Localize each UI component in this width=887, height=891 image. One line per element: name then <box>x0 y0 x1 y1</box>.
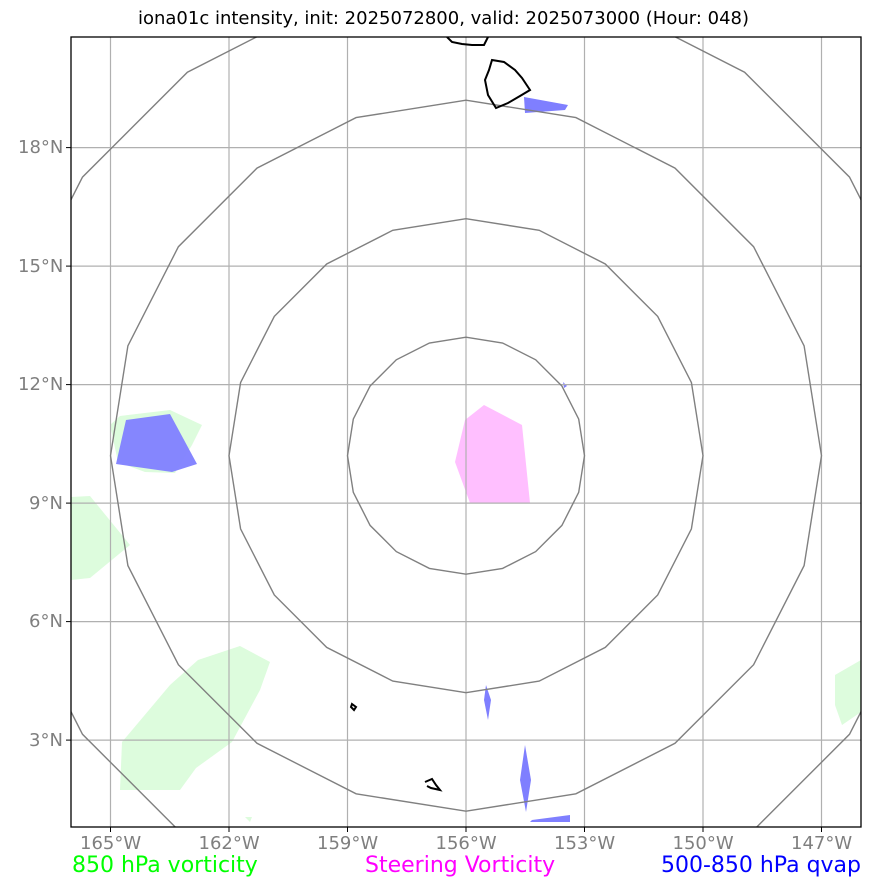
lon-tick-label: 162°W <box>198 833 260 854</box>
gridlines <box>71 37 861 827</box>
lon-tick-label: 165°W <box>80 833 142 854</box>
tick-marks <box>66 147 822 832</box>
range-ring <box>228 217 704 694</box>
lon-tick-label: 147°W <box>791 833 853 854</box>
lon-tick-label: 156°W <box>435 833 497 854</box>
qvap-areas <box>116 97 570 822</box>
steering-vorticity-area <box>455 405 530 503</box>
lon-tick-label: 153°W <box>554 833 616 854</box>
lat-tick-label: 18°N <box>18 137 64 159</box>
lat-tick-label: 12°N <box>18 374 64 396</box>
map-title: iona01c intensity, init: 2025072800, val… <box>137 8 750 29</box>
range-ring <box>346 336 586 575</box>
lat-tick-label: 9°N <box>29 492 63 514</box>
lat-tick-label: 3°N <box>29 729 63 751</box>
lat-tick-label: 15°N <box>18 255 64 277</box>
coastlines <box>349 37 532 792</box>
legend-vorticity-850: 850 hPa vorticity <box>72 853 258 878</box>
lon-tick-label: 150°W <box>672 833 734 854</box>
lon-tick-label: 159°W <box>317 833 379 854</box>
range-ring <box>109 99 823 812</box>
lat-tick-label: 6°N <box>29 611 63 633</box>
legend-qvap: 500-850 hPa qvap <box>660 853 861 878</box>
legend-steering-vorticity: Steering Vorticity <box>365 853 556 878</box>
